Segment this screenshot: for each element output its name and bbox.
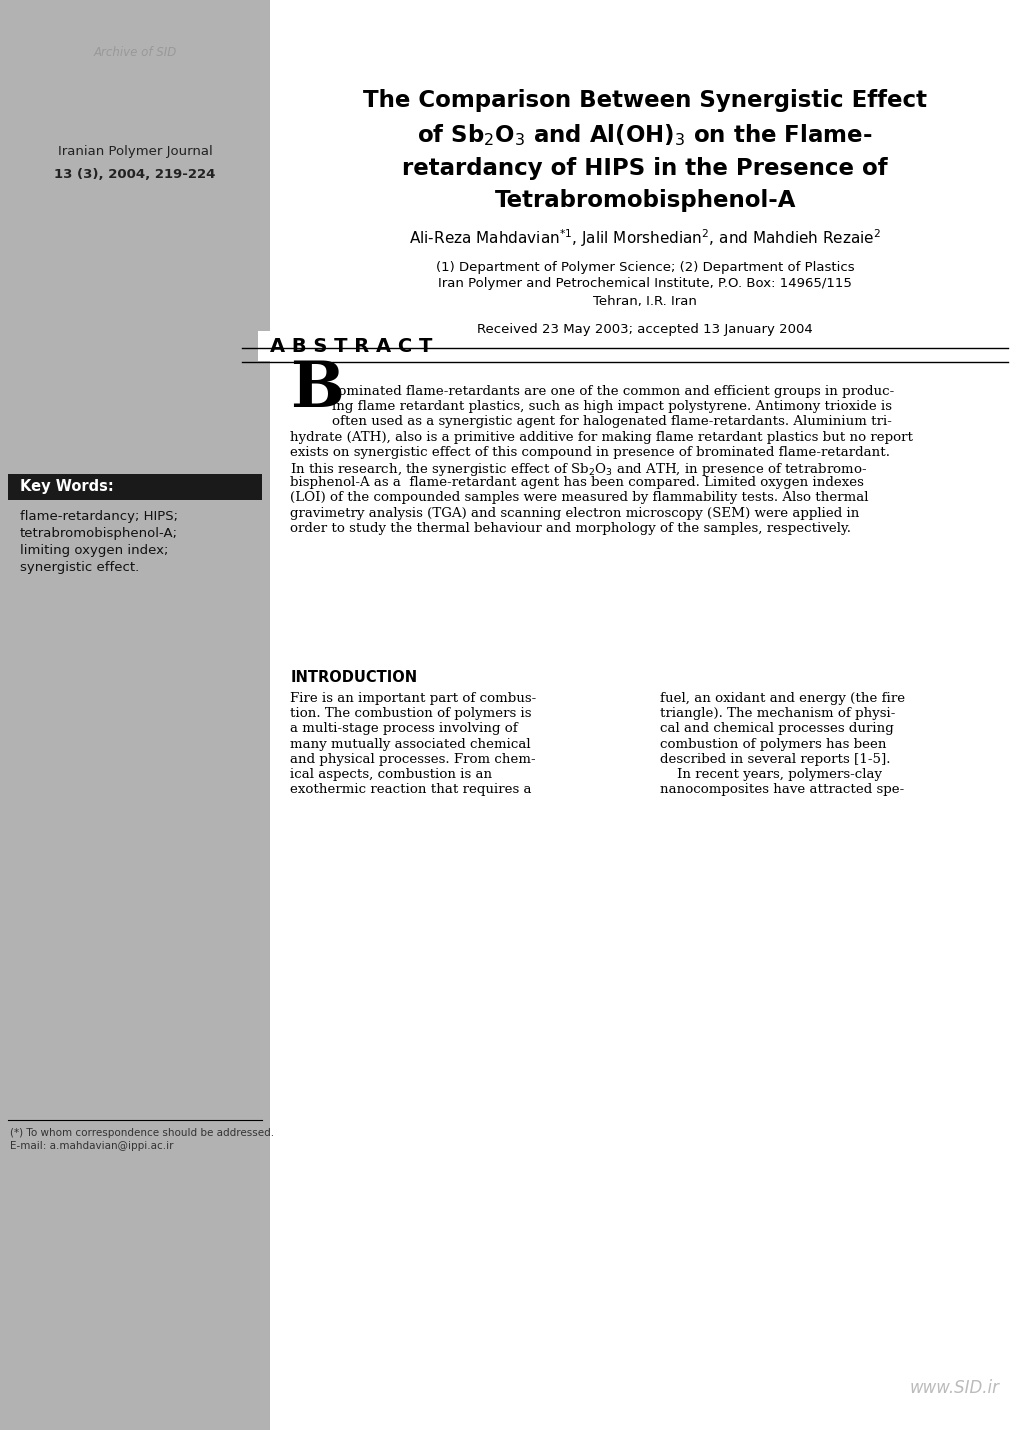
Text: Key Words:: Key Words: bbox=[20, 479, 114, 495]
Text: www.SID.ir: www.SID.ir bbox=[909, 1379, 999, 1397]
Bar bbox=[0, 0, 270, 1430]
Text: The Comparison Between Synergistic Effect: The Comparison Between Synergistic Effec… bbox=[363, 89, 926, 112]
Text: and physical processes. From chem-: and physical processes. From chem- bbox=[290, 752, 535, 766]
Text: ical aspects, combustion is an: ical aspects, combustion is an bbox=[290, 768, 492, 781]
Text: INTRODUCTION: INTRODUCTION bbox=[290, 671, 417, 685]
Text: retardancy of HIPS in the Presence of: retardancy of HIPS in the Presence of bbox=[401, 156, 888, 180]
Text: rominated flame-retardants are one of the common and efficient groups in produc-: rominated flame-retardants are one of th… bbox=[332, 385, 894, 398]
Text: (1) Department of Polymer Science; (2) Department of Plastics: (1) Department of Polymer Science; (2) D… bbox=[435, 260, 854, 273]
Text: In this research, the synergistic effect of Sb$_2$O$_3$ and ATH, in presence of : In this research, the synergistic effect… bbox=[290, 460, 867, 478]
Text: nanocomposites have attracted spe-: nanocomposites have attracted spe- bbox=[659, 784, 904, 797]
Text: Tetrabromobisphenol-A: Tetrabromobisphenol-A bbox=[494, 190, 795, 213]
Bar bbox=[270, 0, 1019, 1430]
Text: bisphenol-A as a  flame-retardant agent has been compared. Limited oxygen indexe: bisphenol-A as a flame-retardant agent h… bbox=[290, 476, 863, 489]
Text: ing flame retardant plastics, such as high impact polystyrene. Antimony trioxide: ing flame retardant plastics, such as hi… bbox=[332, 400, 892, 413]
Bar bbox=[258, 330, 452, 360]
Text: Ali-Reza Mahdavian$^{*1}$, Jalil Morshedian$^{2}$, and Mahdieh Rezaie$^{2}$: Ali-Reza Mahdavian$^{*1}$, Jalil Morshed… bbox=[409, 227, 880, 249]
Text: tion. The combustion of polymers is: tion. The combustion of polymers is bbox=[290, 708, 531, 721]
Text: synergistic effect.: synergistic effect. bbox=[20, 561, 140, 573]
Text: described in several reports [1-5].: described in several reports [1-5]. bbox=[659, 752, 890, 766]
Text: (LOI) of the compounded samples were measured by flammability tests. Also therma: (LOI) of the compounded samples were mea… bbox=[290, 492, 868, 505]
Text: often used as a synergistic agent for halogenated flame-retardants. Aluminium tr: often used as a synergistic agent for ha… bbox=[332, 415, 892, 429]
Text: 13 (3), 2004, 219-224: 13 (3), 2004, 219-224 bbox=[54, 169, 216, 182]
Text: order to study the thermal behaviour and morphology of the samples, respectively: order to study the thermal behaviour and… bbox=[290, 522, 851, 535]
Text: flame-retardancy; HIPS;: flame-retardancy; HIPS; bbox=[20, 511, 178, 523]
Text: Received 23 May 2003; accepted 13 January 2004: Received 23 May 2003; accepted 13 Januar… bbox=[477, 323, 812, 336]
Text: hydrate (ATH), also is a primitive additive for making flame retardant plastics : hydrate (ATH), also is a primitive addit… bbox=[290, 430, 912, 443]
Text: combustion of polymers has been: combustion of polymers has been bbox=[659, 738, 886, 751]
Text: triangle). The mechanism of physi-: triangle). The mechanism of physi- bbox=[659, 708, 895, 721]
Text: Archive of SID: Archive of SID bbox=[94, 46, 176, 59]
Text: (*) To whom correspondence should be addressed.: (*) To whom correspondence should be add… bbox=[10, 1128, 274, 1138]
Text: A B S T R A C T: A B S T R A C T bbox=[270, 336, 432, 356]
Text: of Sb$_2$O$_3$ and Al(OH)$_3$ on the Flame-: of Sb$_2$O$_3$ and Al(OH)$_3$ on the Fla… bbox=[417, 122, 872, 147]
Text: E-mail: a.mahdavian@ippi.ac.ir: E-mail: a.mahdavian@ippi.ac.ir bbox=[10, 1141, 173, 1151]
Text: Iranian Polymer Journal: Iranian Polymer Journal bbox=[58, 146, 212, 159]
Text: exothermic reaction that requires a: exothermic reaction that requires a bbox=[290, 784, 531, 797]
Text: limiting oxygen index;: limiting oxygen index; bbox=[20, 543, 168, 558]
Text: B: B bbox=[290, 359, 343, 420]
Bar bbox=[8, 473, 262, 500]
Text: tetrabromobisphenol-A;: tetrabromobisphenol-A; bbox=[20, 528, 178, 541]
Text: Iran Polymer and Petrochemical Institute, P.O. Box: 14965/115: Iran Polymer and Petrochemical Institute… bbox=[438, 277, 851, 290]
Text: many mutually associated chemical: many mutually associated chemical bbox=[290, 738, 531, 751]
Text: fuel, an oxidant and energy (the fire: fuel, an oxidant and energy (the fire bbox=[659, 692, 905, 705]
Text: Fire is an important part of combus-: Fire is an important part of combus- bbox=[290, 692, 536, 705]
Text: In recent years, polymers-clay: In recent years, polymers-clay bbox=[659, 768, 881, 781]
Text: cal and chemical processes during: cal and chemical processes during bbox=[659, 722, 893, 735]
Text: exists on synergistic effect of this compound in presence of brominated flame-re: exists on synergistic effect of this com… bbox=[290, 446, 890, 459]
Text: gravimetry analysis (TGA) and scanning electron microscopy (SEM) were applied in: gravimetry analysis (TGA) and scanning e… bbox=[290, 506, 859, 519]
Text: Tehran, I.R. Iran: Tehran, I.R. Iran bbox=[593, 295, 696, 307]
Text: a multi-stage process involving of: a multi-stage process involving of bbox=[290, 722, 518, 735]
